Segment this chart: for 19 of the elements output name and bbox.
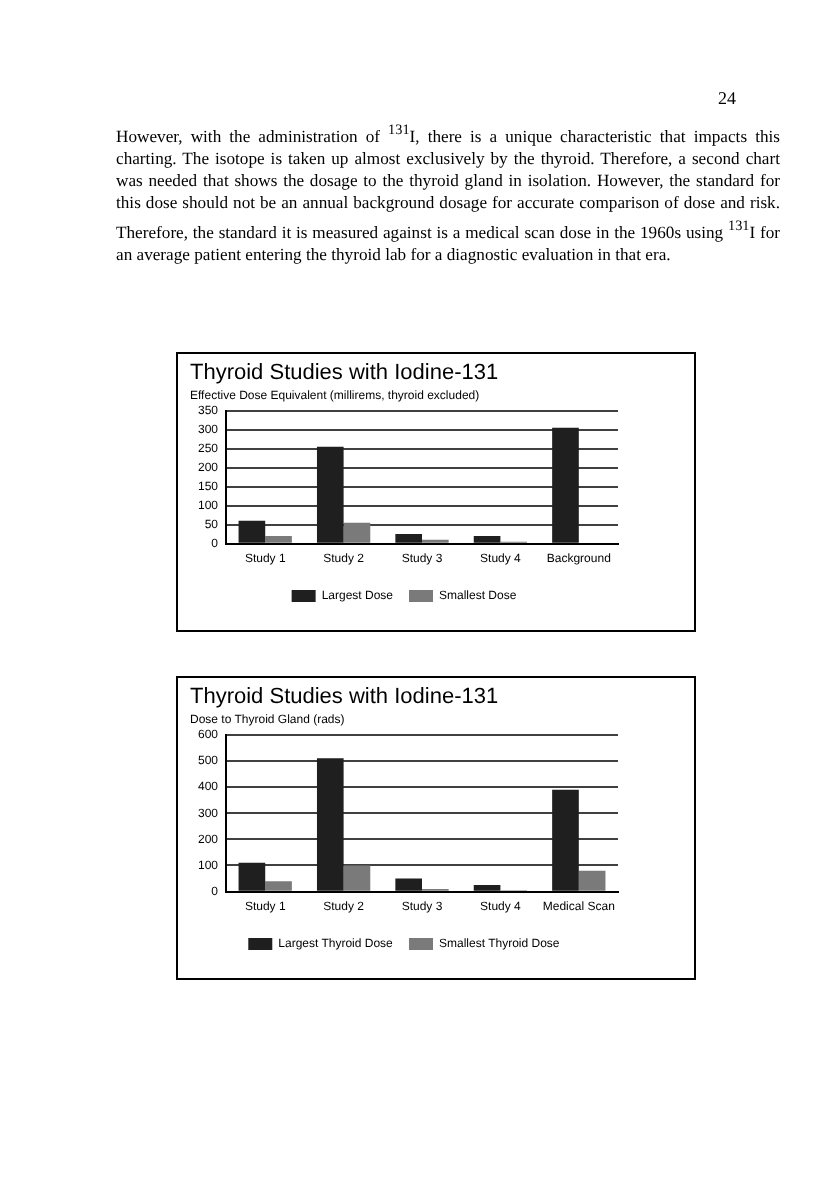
bar [552, 789, 579, 891]
bar [343, 522, 371, 543]
bar [316, 758, 344, 891]
bar [265, 881, 292, 891]
bar [473, 536, 501, 543]
chart-title: Thyroid Studies with Iodine-131 [190, 685, 499, 710]
text: 24 [716, 88, 738, 112]
bar [578, 870, 606, 891]
chart-title: Thyroid Studies with Iodine-131 [190, 361, 499, 386]
bar [552, 427, 579, 543]
bar [316, 446, 344, 543]
bar [473, 885, 501, 891]
bar [265, 536, 292, 543]
bar [395, 534, 423, 543]
text: However, with the administration of $^{131}$I, there is a unique characteristic that impacts this charting. The isotope is taken up almost exclusively by the thyroid. Therefore, a second chart was needed that shows the dosage to the thyroid gland in isolation. However, the standard for this dose should not be an annual background dosage for accurate comparison of dose and risk. Therefore, the standard it is measured against is a medical scan dose in the 1960s using $^{131}$I for an average patient entering the thyroid lab for a diagnostic evaluation in that era. [116, 122, 781, 264]
bar [238, 520, 266, 543]
bar [395, 878, 423, 891]
bar [343, 865, 371, 891]
bar [238, 862, 266, 891]
